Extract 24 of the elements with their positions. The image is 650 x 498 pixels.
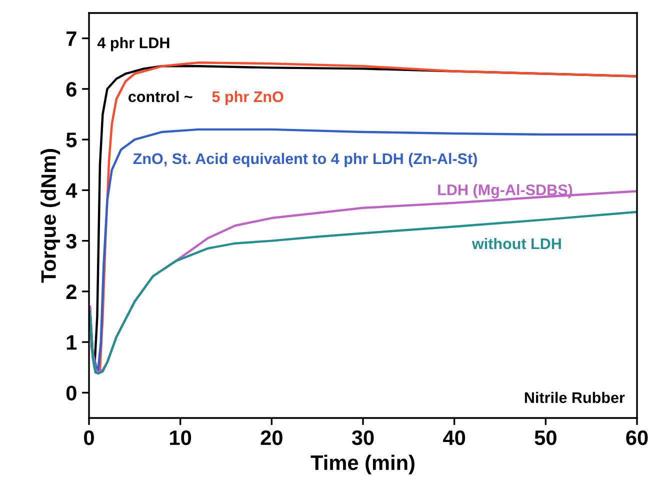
x-tick-label: 60 (626, 430, 648, 446)
y-tick-label: 2 (66, 284, 76, 299)
y-tick-label: 5 (66, 132, 77, 148)
y-tick-label: 0 (66, 386, 76, 400)
x-tick-label: 0 (84, 430, 94, 446)
y-tick-label: 3 (66, 234, 76, 249)
annotation: control ~ (128, 90, 192, 102)
series-label: ZnO, St. Acid equivalent to 4 phr LDH (Zn-Al-St) (133, 152, 477, 168)
y-tick-label: 6 (66, 82, 76, 97)
x-tick-label: 20 (260, 430, 282, 446)
series-label: LDH (Mg-Al-SDBS) (438, 184, 572, 198)
series-label: 5 phr ZnO (212, 90, 284, 106)
series-label: without LDH (472, 238, 561, 250)
x-tick-label: 10 (170, 430, 192, 446)
x-tick-label: 30 (352, 430, 374, 446)
series-label: 4 phr LDH (97, 37, 170, 52)
x-tick-label: 50 (534, 430, 556, 446)
y-tick-label: 7 (66, 32, 76, 46)
x-axis-title: Time (min) (310, 454, 414, 474)
x-tick-label: 40 (443, 430, 466, 446)
annotation: Nitrile Rubber (524, 392, 625, 404)
y-tick-label: 4 (66, 183, 78, 198)
y-axis-title: Torque (dNm) (40, 149, 60, 283)
y-tick-label: 1 (66, 335, 77, 350)
